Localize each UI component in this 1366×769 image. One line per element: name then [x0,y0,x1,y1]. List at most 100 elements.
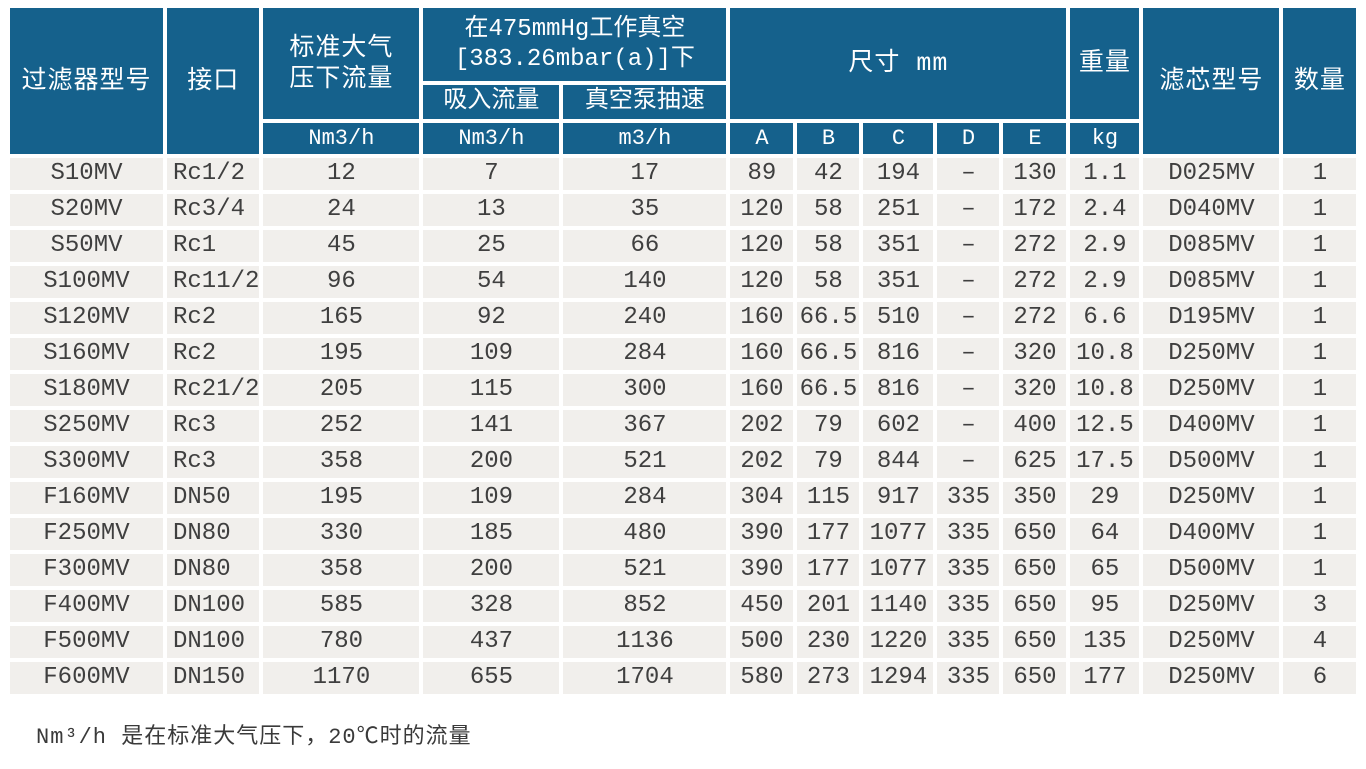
cell-dim-c: 510 [863,302,934,334]
cell-dim-b: 66.5 [797,338,860,370]
unit-std-flow: Nm3/h [263,123,420,154]
header-dimensions: 尺寸 mm [730,8,1067,119]
cell-connection: Rc11/2 [167,266,260,298]
cell-dim-a: 160 [730,302,794,334]
cell-dim-d: – [937,446,1000,478]
cell-dim-a: 202 [730,446,794,478]
cell-dim-a: 160 [730,338,794,370]
cell-quantity: 1 [1283,374,1357,406]
cell-connection: Rc2 [167,338,260,370]
header-element-model: 滤芯型号 [1143,8,1280,154]
cell-quantity: 1 [1283,518,1357,550]
cell-filter-model: S300MV [10,446,163,478]
cell-dim-d: – [937,158,1000,190]
cell-dim-d: 335 [937,482,1000,514]
cell-pump-speed: 1136 [563,626,727,658]
cell-suction-flow: 115 [423,374,560,406]
cell-connection: DN100 [167,626,260,658]
cell-dim-a: 120 [730,266,794,298]
cell-connection: Rc21/2 [167,374,260,406]
cell-dim-a: 120 [730,194,794,226]
cell-quantity: 1 [1283,266,1357,298]
cell-element-model: D400MV [1143,518,1280,550]
cell-pump-speed: 240 [563,302,727,334]
cell-weight: 65 [1070,554,1140,586]
cell-connection: DN80 [167,554,260,586]
cell-dim-d: 335 [937,518,1000,550]
cell-dim-d: 335 [937,590,1000,622]
cell-dim-d: 335 [937,662,1000,694]
cell-suction-flow: 141 [423,410,560,442]
cell-dim-b: 230 [797,626,860,658]
spec-table: 过滤器型号 接口 标准大气 压下流量 在475mmHg工作真空 [383.26m… [6,4,1360,698]
cell-dim-c: 1220 [863,626,934,658]
cell-dim-b: 273 [797,662,860,694]
cell-pump-speed: 140 [563,266,727,298]
cell-dim-a: 89 [730,158,794,190]
cell-quantity: 1 [1283,410,1357,442]
cell-dim-e: 650 [1003,518,1067,550]
cell-weight: 135 [1070,626,1140,658]
cell-dim-a: 390 [730,554,794,586]
cell-dim-c: 917 [863,482,934,514]
cell-std-flow: 96 [263,266,420,298]
cell-dim-e: 625 [1003,446,1067,478]
cell-dim-e: 272 [1003,230,1067,262]
cell-dim-c: 351 [863,230,934,262]
cell-element-model: D040MV [1143,194,1280,226]
cell-pump-speed: 1704 [563,662,727,694]
table-header: 过滤器型号 接口 标准大气 压下流量 在475mmHg工作真空 [383.26m… [10,8,1357,154]
cell-weight: 29 [1070,482,1140,514]
cell-dim-d: – [937,266,1000,298]
cell-pump-speed: 284 [563,482,727,514]
cell-pump-speed: 66 [563,230,727,262]
cell-connection: DN100 [167,590,260,622]
cell-suction-flow: 92 [423,302,560,334]
cell-filter-model: F600MV [10,662,163,694]
cell-dim-b: 42 [797,158,860,190]
cell-filter-model: S160MV [10,338,163,370]
cell-dim-e: 172 [1003,194,1067,226]
cell-weight: 1.1 [1070,158,1140,190]
cell-std-flow: 12 [263,158,420,190]
header-weight: 重量 [1070,8,1140,119]
cell-dim-b: 177 [797,518,860,550]
header-row-3: Nm3/h Nm3/h m3/h A B C D E kg [10,123,1356,154]
cell-quantity: 1 [1283,338,1357,370]
cell-element-model: D250MV [1143,590,1280,622]
cell-dim-c: 194 [863,158,934,190]
cell-dim-b: 201 [797,590,860,622]
cell-element-model: D500MV [1143,446,1280,478]
cell-quantity: 1 [1283,482,1357,514]
table-row: S300MV Rc3 358 200 521 202 79 844–625 17.5 D500MV… [10,446,1357,478]
cell-pump-speed: 284 [563,338,727,370]
cell-filter-model: F300MV [10,554,163,586]
cell-std-flow: 45 [263,230,420,262]
header-dim-a: A [730,123,794,154]
cell-dim-d: 335 [937,554,1000,586]
cell-connection: Rc3 [167,446,260,478]
cell-quantity: 1 [1283,158,1357,190]
cell-dim-a: 500 [730,626,794,658]
cell-std-flow: 195 [263,482,420,514]
cell-dim-a: 390 [730,518,794,550]
cell-filter-model: F400MV [10,590,163,622]
cell-dim-a: 202 [730,410,794,442]
cell-dim-c: 816 [863,374,934,406]
table-row: S250MV Rc3 252 141 367 202 79 602–400 12.5 D400MV… [10,410,1357,442]
cell-pump-speed: 852 [563,590,727,622]
cell-dim-b: 79 [797,446,860,478]
cell-dim-e: 650 [1003,590,1067,622]
cell-element-model: D250MV [1143,482,1280,514]
cell-suction-flow: 54 [423,266,560,298]
cell-element-model: D085MV [1143,266,1280,298]
table-row: S50MV Rc1 45 25 66 120 58 351–272 2.9 D085MV 1 [10,230,1357,262]
cell-element-model: D025MV [1143,158,1280,190]
table-row: F600MV DN150 1170 655 1704 580 273 1294 335 650 17… [10,662,1357,694]
cell-dim-c: 1294 [863,662,934,694]
header-std-flow: 标准大气 压下流量 [263,8,420,119]
cell-filter-model: S180MV [10,374,163,406]
cell-element-model: D085MV [1143,230,1280,262]
cell-std-flow: 165 [263,302,420,334]
cell-dim-b: 115 [797,482,860,514]
